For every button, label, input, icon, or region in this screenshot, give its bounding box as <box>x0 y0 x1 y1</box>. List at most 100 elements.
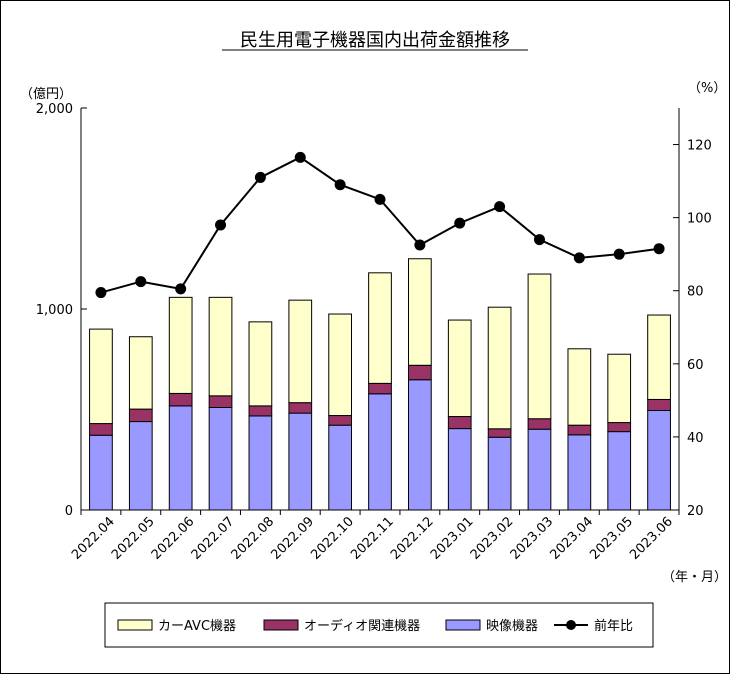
bar-car-avc <box>128 336 153 410</box>
right-tick-label: 80 <box>687 285 704 300</box>
left-tick-label: 2,000 <box>36 102 73 117</box>
bar-video <box>527 428 552 511</box>
bar-audio <box>567 424 592 436</box>
bar-audio <box>168 392 193 407</box>
bar-car-avc <box>487 306 512 430</box>
yoy-point <box>215 219 227 231</box>
bar-car-avc <box>328 313 352 417</box>
bar-car-avc <box>168 296 193 394</box>
bars-group <box>89 258 671 511</box>
bar-car-avc <box>447 319 472 418</box>
x-tick-label: 2022.10 <box>308 514 357 563</box>
bar-video <box>248 415 273 511</box>
yoy-point <box>613 248 625 260</box>
x-tick-label: 2022.07 <box>189 514 238 563</box>
right-tick-label: 20 <box>687 504 704 519</box>
x-tick-label: 2023.01 <box>428 514 477 563</box>
yoy-point <box>533 234 545 246</box>
x-tick-label: 2022.04 <box>69 514 118 563</box>
legend-label: カーAVC機器 <box>158 619 236 634</box>
bar-video <box>288 412 313 511</box>
bar-video <box>447 428 472 511</box>
yoy-point <box>175 283 187 295</box>
bar-audio <box>128 408 153 423</box>
bar-video <box>408 379 432 511</box>
bar-video <box>567 434 592 511</box>
bar-video <box>487 436 512 511</box>
bar-video <box>607 431 632 511</box>
bar-audio <box>408 364 432 381</box>
bar-car-avc <box>647 314 671 400</box>
left-tick-label: 1,000 <box>36 303 73 318</box>
yoy-point <box>414 239 426 251</box>
bar-video <box>208 406 233 511</box>
bar-car-avc <box>607 353 632 424</box>
legend: カーAVC機器 オーディオ関連機器 映像機器 前年比 <box>104 602 654 648</box>
bar-car-avc <box>288 299 313 404</box>
bar-audio <box>248 405 273 417</box>
x-tick-label: 2023.04 <box>548 514 597 563</box>
bar-car-avc <box>368 272 392 384</box>
x-tick-label: 2022.09 <box>268 514 317 563</box>
x-tick-label: 2022.11 <box>348 514 397 563</box>
yoy-point <box>454 217 466 229</box>
bar-car-avc <box>208 296 233 397</box>
bar-video <box>128 421 153 511</box>
left-axis-unit: （億円） <box>20 86 72 102</box>
bar-car-avc <box>527 273 552 420</box>
x-tick-label: 2023.06 <box>627 514 676 563</box>
yoy-point <box>294 151 306 163</box>
bar-car-avc <box>408 258 432 366</box>
bar-audio <box>607 422 632 433</box>
yoy-point <box>653 243 665 255</box>
right-axis-unit: （%） <box>688 81 726 96</box>
right-tick-label: 40 <box>687 431 704 446</box>
yoy-point <box>573 252 585 264</box>
yoy-line-group <box>95 151 665 299</box>
x-tick-labels: 2022.042022.052022.062022.072022.082022.… <box>69 514 676 563</box>
yoy-point <box>95 287 107 299</box>
bar-car-avc <box>567 348 592 426</box>
x-axis-unit: （年・月） <box>662 570 727 585</box>
bar-video <box>168 405 193 511</box>
bar-audio <box>89 423 113 436</box>
right-tick-label: 120 <box>687 139 712 154</box>
legend-swatch <box>263 619 299 631</box>
bar-video <box>647 410 671 511</box>
bar-audio <box>527 418 552 430</box>
legend-label: オーディオ関連機器 <box>304 618 420 634</box>
x-tick-label: 2023.02 <box>468 514 517 563</box>
bar-car-avc <box>89 328 113 425</box>
x-tick-label: 2023.03 <box>508 514 557 563</box>
bar-video <box>89 434 113 511</box>
x-tick-label: 2022.08 <box>229 514 278 563</box>
legend-label: 映像機器 <box>486 619 538 634</box>
bar-audio <box>487 428 512 438</box>
bar-car-avc <box>248 321 273 407</box>
bar-audio <box>447 416 472 430</box>
right-tick-label: 100 <box>687 212 712 227</box>
yoy-point <box>494 201 506 213</box>
bar-audio <box>208 395 233 408</box>
legend-swatch <box>445 619 481 631</box>
x-tick-label: 2023.05 <box>587 514 636 563</box>
bar-video <box>328 424 352 511</box>
axes-group: 0 1,000 2,000 20 40 60 80 100 120 <box>36 102 712 519</box>
legend-label: 前年比 <box>594 618 633 634</box>
bar-audio <box>288 402 313 414</box>
bar-audio <box>647 398 671 412</box>
legend-swatch <box>117 619 153 631</box>
x-tick-label: 2022.05 <box>109 514 158 563</box>
bar-audio <box>368 382 392 395</box>
yoy-point <box>254 171 266 183</box>
x-tick-label: 2022.12 <box>388 514 437 563</box>
yoy-point <box>334 179 346 191</box>
chart-title: 民生用電子機器国内出荷金額推移 <box>240 30 510 51</box>
yoy-point <box>374 193 386 205</box>
bar-video <box>368 393 392 511</box>
legend-marker <box>566 620 576 630</box>
yoy-point <box>135 276 147 288</box>
left-tick-label: 0 <box>65 504 73 519</box>
